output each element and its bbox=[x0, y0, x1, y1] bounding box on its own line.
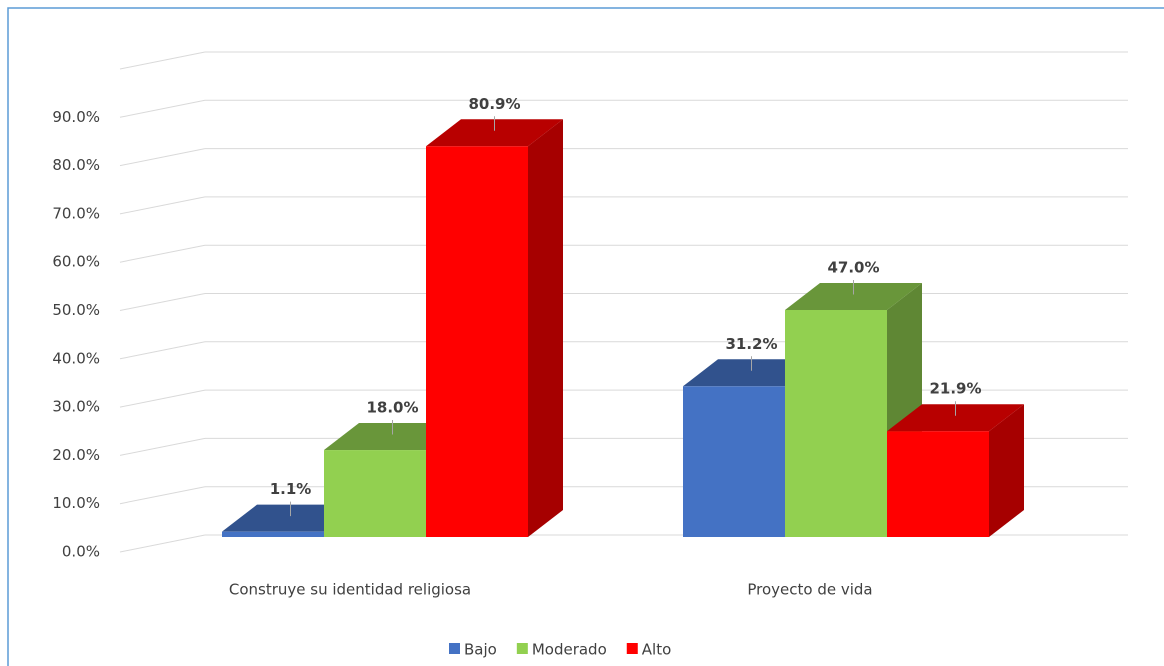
bar-top bbox=[785, 282, 922, 310]
bar-top bbox=[887, 404, 1024, 432]
bar-top bbox=[426, 119, 563, 147]
value-label: 21.9% bbox=[929, 380, 981, 398]
bar bbox=[324, 450, 426, 537]
legend-label: Bajo bbox=[464, 641, 497, 659]
value-label: 80.9% bbox=[468, 95, 520, 113]
bar bbox=[222, 531, 324, 537]
bar bbox=[887, 431, 989, 537]
grid-line bbox=[119, 389, 206, 408]
bar bbox=[683, 386, 785, 537]
legend-swatch bbox=[449, 643, 460, 654]
value-label: 31.2% bbox=[725, 335, 777, 353]
x-tick-label: Construye su identidad religiosa bbox=[229, 581, 471, 599]
y-tick-label: 10.0% bbox=[52, 494, 100, 512]
y-tick-label: 90.0% bbox=[52, 108, 100, 126]
legend-swatch bbox=[626, 643, 638, 654]
grid-line bbox=[119, 437, 206, 456]
grid-line bbox=[119, 534, 206, 553]
value-label: 1.1% bbox=[270, 480, 312, 498]
bar-side bbox=[989, 404, 1024, 537]
chart-border bbox=[7, 7, 1164, 666]
grid-line bbox=[119, 486, 206, 505]
y-tick-label: 80.0% bbox=[52, 156, 100, 174]
grid-line bbox=[119, 196, 206, 215]
y-tick-label: 0.0% bbox=[62, 543, 100, 561]
y-tick-label: 50.0% bbox=[52, 301, 100, 319]
value-label: 18.0% bbox=[366, 399, 418, 417]
bar bbox=[426, 146, 528, 538]
legend-label: Alto bbox=[642, 641, 672, 659]
grid-line bbox=[119, 99, 206, 118]
wall-edge bbox=[119, 51, 206, 70]
y-tick-label: 40.0% bbox=[52, 349, 100, 367]
y-tick-label: 30.0% bbox=[52, 398, 100, 416]
legend-label: Moderado bbox=[532, 641, 607, 659]
grid-line bbox=[119, 148, 206, 167]
value-label: 47.0% bbox=[827, 258, 879, 276]
y-tick-label: 20.0% bbox=[52, 446, 100, 464]
legend-swatch bbox=[516, 643, 528, 654]
grid-line bbox=[119, 244, 206, 263]
bar bbox=[785, 309, 887, 537]
grid-line bbox=[119, 293, 206, 311]
y-tick-label: 70.0% bbox=[52, 204, 100, 222]
bar-side bbox=[528, 119, 563, 538]
y-tick-label: 60.0% bbox=[52, 253, 100, 271]
x-tick-label: Proyecto de vida bbox=[747, 581, 872, 599]
grid-line bbox=[119, 341, 206, 360]
